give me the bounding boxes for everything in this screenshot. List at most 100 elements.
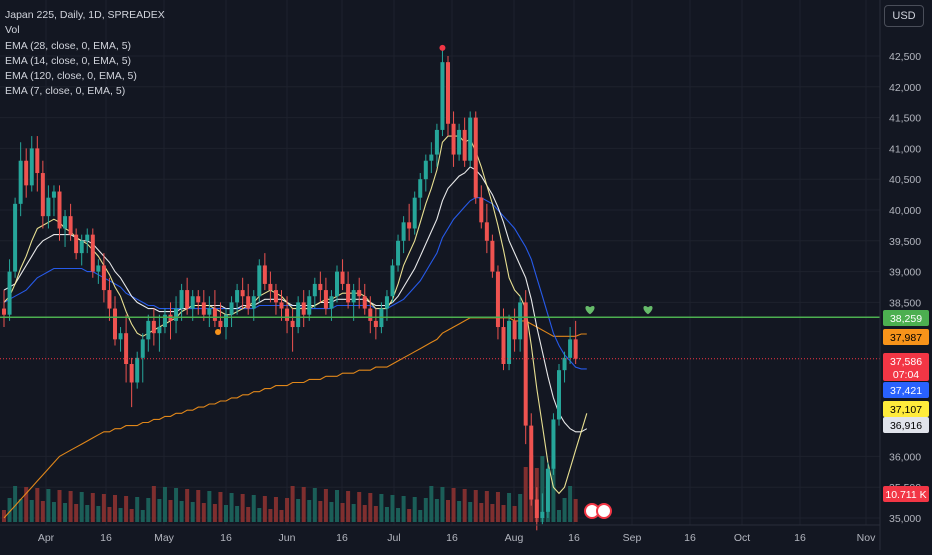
candle-body: [562, 357, 567, 371]
candle-body: [373, 320, 378, 328]
candle-body: [51, 191, 56, 198]
candle-body: [440, 62, 445, 130]
candle-body: [479, 197, 484, 223]
candle-body: [296, 302, 301, 328]
event-flag-icon: [596, 503, 612, 519]
volume-bar: [457, 501, 462, 522]
x-tick-label: Apr: [38, 532, 55, 544]
volume-bar: [396, 508, 401, 522]
volume-bar: [290, 486, 295, 522]
price-label-text: 38,259: [890, 313, 922, 325]
candle-body: [185, 290, 190, 309]
x-tick-label: Nov: [857, 532, 876, 544]
volume-bar: [46, 489, 51, 522]
volume-bar: [484, 491, 489, 522]
candle-body: [529, 425, 534, 500]
volume-bar: [190, 502, 195, 522]
candle-body: [551, 419, 556, 469]
volume-bar: [468, 502, 473, 522]
candle-body: [146, 320, 151, 340]
candle-body: [29, 148, 34, 186]
legend-ema-120: EMA (120, close, 0, EMA, 5): [5, 70, 137, 83]
candle-body: [196, 296, 201, 303]
ema-7-line: [3, 135, 588, 495]
volume-bar: [518, 494, 523, 522]
currency-button[interactable]: USD: [884, 5, 924, 27]
candle-body: [63, 216, 68, 229]
y-tick-label: 39,500: [889, 236, 921, 248]
candle-body: [273, 290, 278, 303]
heart-marker-icon: [585, 305, 595, 315]
legend-ema-28: EMA (28, close, 0, EMA, 5): [5, 39, 132, 52]
candle-body: [418, 179, 423, 198]
candle-body: [512, 320, 517, 340]
volume-bar: [262, 496, 267, 522]
candle-body: [468, 117, 473, 161]
volume-bar: [323, 489, 328, 522]
candle-body: [323, 290, 328, 309]
candle-body: [179, 290, 184, 309]
x-tick-label: Sep: [623, 532, 642, 544]
candle-body: [46, 197, 51, 217]
legend-vol: Vol: [5, 24, 20, 37]
candle-body: [129, 364, 134, 383]
candle-body: [262, 265, 267, 284]
candle-body: [335, 271, 339, 297]
price-label: [883, 310, 929, 326]
candle-body: [207, 308, 212, 315]
candle-body: [534, 499, 539, 518]
y-tick-label: 38,500: [889, 297, 921, 309]
candle-body: [162, 314, 167, 328]
legend-ema-14: EMA (14, close, 0, EMA, 5): [5, 54, 132, 67]
candle-body: [57, 191, 62, 229]
y-tick-label: 40,500: [889, 174, 921, 186]
price-label: [883, 486, 929, 502]
volume-bar: [146, 498, 151, 522]
candle-body: [85, 234, 90, 241]
ema-14-line: [3, 166, 588, 433]
candle-body: [518, 302, 523, 340]
volume-bar: [207, 491, 212, 522]
y-tick-label: 40,000: [889, 205, 921, 217]
candle-body: [268, 283, 273, 291]
candle-body: [218, 320, 223, 328]
volume-bar: [257, 508, 262, 522]
volume-bar: [423, 498, 428, 522]
candle-body: [101, 265, 106, 291]
x-tick-label: 16: [684, 532, 696, 544]
candle-body: [495, 271, 500, 328]
volume-bar: [13, 486, 18, 522]
x-tick-label: Jul: [387, 532, 400, 544]
candle-body: [462, 129, 467, 161]
x-tick-label: 16: [794, 532, 806, 544]
candle-body: [368, 308, 373, 321]
volume-bar: [412, 497, 417, 522]
candle-body: [212, 308, 217, 321]
volume-bar: [212, 504, 217, 522]
volume-bar: [196, 490, 201, 522]
candle-body: [390, 265, 395, 297]
volume-bar: [373, 506, 378, 522]
volume-bar: [251, 495, 256, 522]
price-label: [883, 417, 929, 433]
candle-body: [429, 154, 434, 161]
candle-body: [407, 222, 412, 229]
price-label-text: 37,107: [890, 404, 922, 416]
candle-body: [151, 320, 156, 334]
price-label-text: 37,421: [890, 385, 922, 397]
volume-bar: [101, 494, 106, 522]
volume-bar: [118, 508, 123, 522]
volume-bar: [229, 493, 234, 522]
volume-bar: [90, 493, 95, 522]
volume-bar: [479, 503, 484, 522]
candle-body: [329, 296, 334, 309]
candle-body: [307, 296, 312, 315]
volume-bar: [151, 486, 156, 522]
volume-bar: [224, 505, 228, 522]
volume-bar: [362, 505, 367, 522]
candle-body: [384, 296, 389, 309]
candle-body: [340, 271, 345, 284]
volume-bar: [40, 501, 45, 522]
